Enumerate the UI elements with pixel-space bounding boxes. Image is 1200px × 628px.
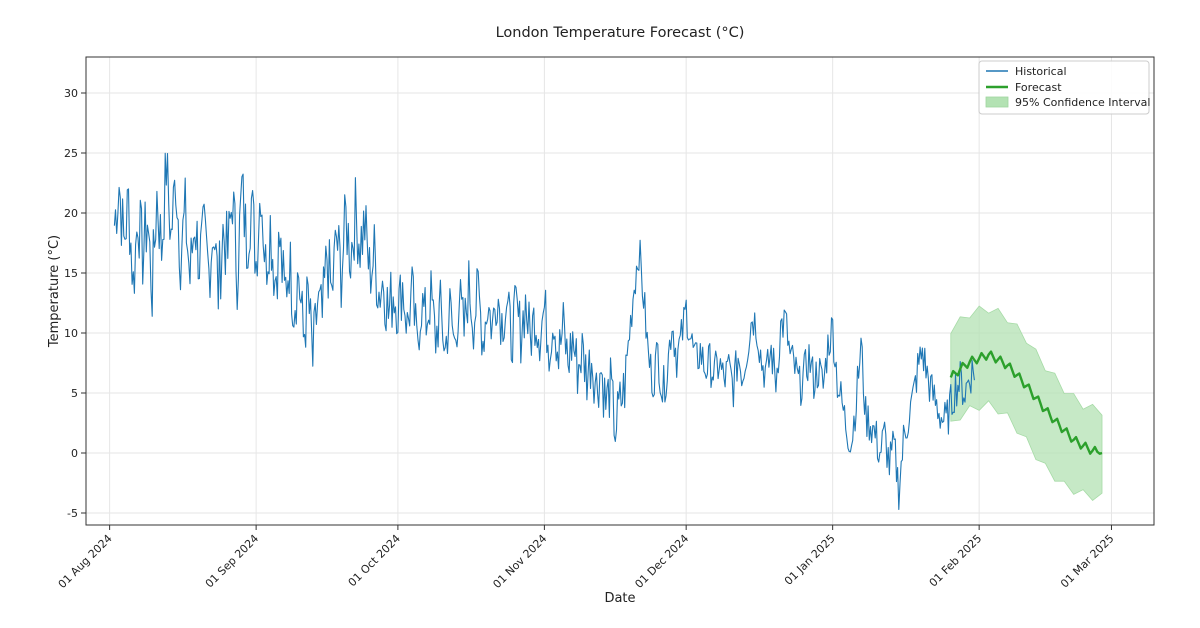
y-tick-label: 10 — [64, 327, 78, 340]
x-tick-label: 01 Feb 2025 — [927, 532, 985, 590]
x-tick-label: 01 Aug 2024 — [56, 532, 115, 591]
x-axis-title: Date — [604, 591, 635, 606]
y-tick-label: 15 — [64, 267, 78, 280]
historical-layer — [113, 152, 975, 511]
legend-ci-swatch — [985, 96, 1009, 108]
x-axis-ticks: 01 Aug 2024 01 Sep 2024 01 Oct 2024 01 Nov … — [56, 525, 1117, 591]
y-axis-title: Temperature (°C) — [47, 235, 62, 348]
x-tick-label: 01 Oct 2024 — [346, 532, 403, 589]
ci-layer — [950, 305, 1103, 501]
forecast-series-line — [949, 350, 1103, 455]
y-tick-label: 25 — [64, 147, 78, 160]
y-tick-label: 0 — [71, 447, 78, 460]
legend: Historical Forecast 95% Confidence Inter… — [978, 60, 1150, 115]
plot-frame — [85, 56, 1155, 526]
legend-box — [978, 60, 1150, 115]
x-tick-label: 01 Nov 2024 — [491, 532, 550, 591]
x-tick-label: 01 Dec 2024 — [632, 532, 691, 591]
y-tick-label: 30 — [64, 87, 78, 100]
legend-forecast-label: Forecast — [1015, 81, 1062, 94]
grid-lines — [86, 57, 1154, 525]
y-tick-label: 5 — [71, 387, 78, 400]
y-tick-label: -5 — [67, 507, 78, 520]
x-tick-label: 01 Mar 2025 — [1058, 532, 1117, 591]
forecast-layer — [949, 350, 1103, 455]
confidence-interval-band — [950, 305, 1103, 501]
legend-ci-label: 95% Confidence Interval — [1015, 96, 1150, 109]
y-axis-ticks: -5 0 5 10 15 20 25 30 — [64, 87, 86, 520]
legend-historical-label: Historical — [1015, 65, 1067, 78]
y-tick-label: 20 — [64, 207, 78, 220]
x-tick-label: 01 Sep 2024 — [203, 532, 261, 590]
chart-title: London Temperature Forecast (°C) — [496, 25, 745, 41]
x-tick-label: 01 Jan 2025 — [782, 532, 838, 588]
historical-series-line — [113, 152, 975, 511]
